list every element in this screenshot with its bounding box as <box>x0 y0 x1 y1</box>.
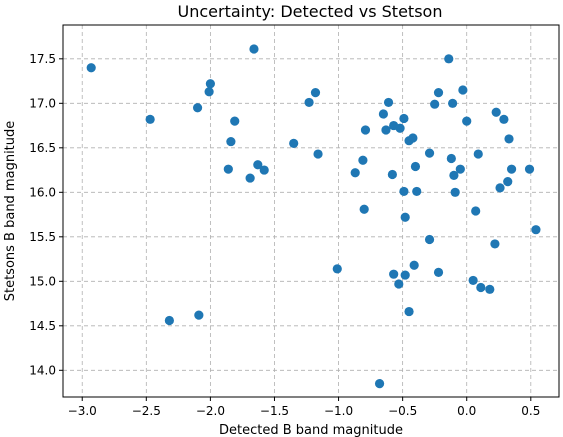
data-point <box>358 155 368 165</box>
y-tick-label: 15.0 <box>29 274 56 288</box>
data-point <box>462 116 472 126</box>
data-point <box>383 97 394 108</box>
data-point <box>455 164 465 174</box>
data-point <box>433 267 444 278</box>
y-tick-label: 17.0 <box>29 96 56 110</box>
data-point <box>499 114 509 124</box>
data-point <box>444 54 454 64</box>
data-point <box>253 160 263 170</box>
y-axis: 14.0 14.5 15.0 15.5 16.0 16.5 17.0 17.5 <box>29 52 63 377</box>
data-point <box>310 88 321 98</box>
data-point <box>504 134 514 144</box>
data-point <box>387 169 397 180</box>
x-tick-label: −3.0 <box>68 404 97 418</box>
data-point <box>412 186 422 197</box>
x-tick-label: 0.5 <box>521 404 540 418</box>
x-tick-label: 0.0 <box>457 404 476 418</box>
chart-title: Uncertainty: Detected vs Stetson <box>178 2 443 21</box>
x-axis: −3.0 −2.5 −2.0 −1.5 −1.0 −0.5 0.0 0.5 <box>68 397 540 418</box>
data-point <box>164 315 174 326</box>
data-point <box>408 133 418 143</box>
data-point <box>531 225 541 235</box>
data-point <box>205 79 215 89</box>
plot-area-frame <box>62 24 560 398</box>
data-point <box>409 260 419 270</box>
data-point <box>378 109 389 119</box>
data-point <box>473 149 483 159</box>
data-point <box>399 113 409 124</box>
data-point <box>524 164 535 174</box>
data-point <box>446 153 456 164</box>
data-point <box>230 116 240 126</box>
data-point <box>495 183 505 193</box>
data-point <box>350 168 360 178</box>
data-point <box>145 114 155 124</box>
data-point <box>424 148 435 158</box>
data-point <box>448 98 458 108</box>
y-tick-label: 16.5 <box>29 141 56 155</box>
x-tick-label: −2.5 <box>132 404 161 418</box>
data-point <box>404 306 414 317</box>
data-point <box>491 107 501 117</box>
data-point <box>194 310 204 320</box>
data-point <box>304 97 314 108</box>
x-tick-label: −2.0 <box>196 404 225 418</box>
data-point <box>249 44 259 54</box>
data-point <box>359 204 369 214</box>
x-axis-label: Detected B band magnitude <box>219 423 403 437</box>
y-tick-label: 14.5 <box>29 319 56 333</box>
data-point <box>430 99 440 109</box>
data-point <box>450 187 460 197</box>
data-point <box>433 88 444 98</box>
x-tick-label: −1.0 <box>324 404 353 418</box>
y-tick-label: 17.5 <box>29 52 56 66</box>
y-axis-label: Stetsons B band magnitude <box>3 121 18 302</box>
data-point <box>259 165 269 175</box>
data-point <box>223 164 233 174</box>
data-point <box>192 103 203 113</box>
data-point <box>424 234 435 245</box>
data-point <box>468 275 478 286</box>
y-tick-label: 14.0 <box>29 363 56 377</box>
data-point <box>226 136 236 147</box>
data-point <box>485 284 495 294</box>
data-point <box>503 177 513 187</box>
data-point <box>400 212 410 222</box>
y-tick-label: 16.0 <box>29 185 56 199</box>
data-point <box>399 186 409 197</box>
y-tick-label: 15.5 <box>29 230 56 244</box>
data-point <box>245 173 255 183</box>
data-point <box>381 125 391 135</box>
x-tick-label: −0.5 <box>388 404 417 418</box>
data-point <box>395 123 405 133</box>
data-point <box>389 269 399 279</box>
data-point <box>458 85 468 95</box>
data-point <box>471 206 481 216</box>
data-point <box>490 239 500 249</box>
data-point <box>506 164 517 174</box>
data-point <box>86 63 96 73</box>
grid-lines <box>63 25 559 397</box>
data-point <box>332 264 342 274</box>
data-points <box>86 44 541 389</box>
data-point <box>394 279 404 289</box>
data-point <box>374 379 385 389</box>
data-point <box>360 125 371 135</box>
x-tick-label: −1.5 <box>260 404 289 418</box>
data-point <box>289 138 299 148</box>
data-point <box>476 282 486 293</box>
data-point <box>204 87 214 97</box>
data-point <box>400 270 410 280</box>
data-point <box>410 161 421 172</box>
data-point <box>313 149 323 159</box>
data-point <box>449 170 459 181</box>
